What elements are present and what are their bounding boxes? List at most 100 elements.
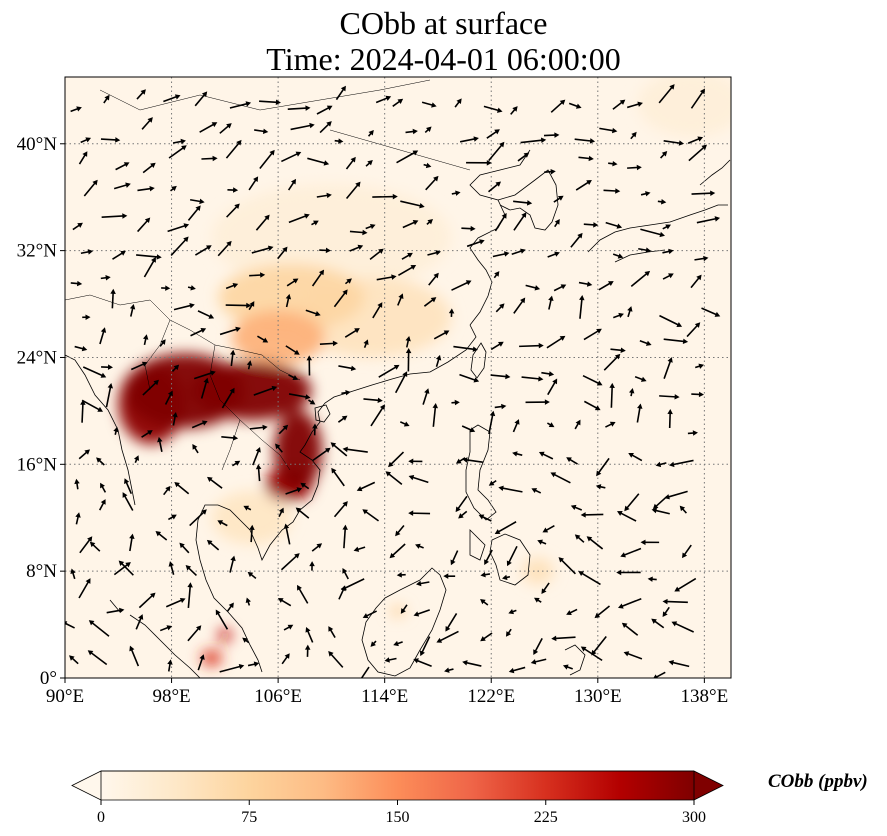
concentration-patch	[218, 628, 232, 642]
wind-arrow	[531, 488, 542, 494]
wind-arrow	[401, 252, 413, 260]
wind-arrow	[80, 137, 92, 144]
wind-arrow	[69, 655, 79, 665]
wind-arrow	[663, 338, 689, 345]
wind-arrow	[419, 636, 431, 657]
wind-arrow	[578, 155, 594, 162]
wind-arrow	[100, 275, 111, 281]
wind-arrow	[159, 625, 173, 632]
coastline-philippines-south	[469, 529, 531, 586]
wind-arrow	[142, 379, 159, 396]
wind-arrow	[647, 576, 657, 582]
wind-arrow	[586, 536, 604, 550]
wind-arrow	[249, 424, 268, 431]
wind-arrow	[172, 138, 186, 145]
wind-arrow	[330, 442, 348, 457]
wind-arrow	[513, 297, 526, 314]
wind-arrow	[701, 307, 721, 317]
wind-arrow	[288, 374, 299, 380]
wind-arrow	[451, 399, 460, 406]
wind-arrow	[659, 394, 680, 400]
wind-arrow	[163, 94, 181, 103]
wind-arrow	[331, 467, 345, 487]
wind-arrow	[215, 609, 229, 630]
colorbar-extend-high	[693, 770, 724, 801]
wind-arrow	[155, 531, 168, 541]
wind-arrow	[96, 457, 105, 466]
wind-arrow	[618, 597, 642, 609]
wind-arrow	[136, 254, 162, 260]
wind-arrow	[363, 397, 383, 404]
wind-arrow	[480, 632, 493, 642]
y-tick-label: 32°N	[17, 241, 58, 262]
wind-arrow	[627, 306, 633, 318]
wind-arrow	[242, 637, 250, 644]
wind-arrow	[453, 345, 478, 352]
wind-arrow	[660, 150, 668, 159]
wind-arrow	[337, 415, 348, 423]
wind-arrow	[605, 421, 616, 428]
x-tick-label: 114°E	[361, 686, 408, 707]
wind-arrow	[143, 257, 156, 278]
wind-arrow	[455, 495, 468, 513]
concentration-patch	[200, 649, 223, 666]
wind-arrow	[365, 223, 376, 230]
wind-arrow	[319, 121, 332, 134]
wind-arrow	[578, 281, 593, 287]
wind-arrow	[657, 199, 667, 205]
wind-arrow	[280, 553, 300, 571]
wind-arrow	[285, 345, 300, 355]
wind-arrow	[513, 200, 533, 206]
wind-arrow	[423, 297, 437, 307]
concentration-patch	[274, 410, 323, 492]
wind-arrow	[304, 644, 311, 657]
wind-arrow	[488, 479, 497, 486]
wind-arrow	[686, 322, 701, 338]
wind-arrow	[353, 546, 366, 552]
wind-arrow	[443, 573, 456, 579]
wind-arrow	[520, 137, 547, 144]
wind-arrow	[141, 430, 153, 438]
wind-arrow	[484, 549, 493, 565]
y-tick-label: 24°N	[17, 347, 58, 368]
wind-arrow	[605, 221, 623, 229]
wind-arrow	[72, 222, 83, 231]
wind-arrow	[599, 127, 618, 134]
wind-arrow	[546, 422, 555, 428]
wind-arrow	[690, 88, 706, 109]
wind-arrow	[651, 507, 670, 515]
wind-arrow	[396, 572, 406, 578]
wind-arrow	[115, 162, 130, 171]
wind-arrow	[349, 244, 364, 252]
y-tick-label: 40°N	[17, 134, 58, 155]
wind-arrow	[408, 458, 423, 465]
wind-arrow	[308, 399, 316, 405]
wind-arrow	[226, 602, 234, 612]
wind-arrow	[662, 248, 674, 255]
wind-arrow	[444, 667, 454, 673]
wind-arrow	[595, 484, 606, 490]
wind-arrow	[570, 232, 583, 248]
y-tick-label: 8°N	[26, 561, 57, 582]
wind-vectors	[65, 84, 721, 678]
wind-arrow	[679, 505, 687, 514]
wind-arrow	[105, 383, 114, 408]
wind-arrow	[168, 145, 187, 159]
wind-arrow	[427, 250, 441, 256]
wind-arrow	[370, 404, 385, 427]
wind-arrow	[305, 309, 321, 317]
wind-arrow	[81, 399, 104, 412]
wind-arrow	[283, 624, 294, 631]
wind-arrow	[309, 561, 315, 571]
wind-arrow	[376, 274, 397, 281]
wind-arrow	[612, 99, 626, 110]
wind-arrow	[663, 357, 673, 379]
wind-arrow	[395, 525, 405, 537]
wind-arrow	[190, 198, 205, 205]
wind-arrow	[616, 569, 641, 576]
wind-arrow	[534, 597, 542, 603]
wind-arrow	[405, 128, 418, 135]
wind-arrow	[548, 295, 554, 310]
wind-arrow	[578, 571, 601, 586]
wind-arrow	[432, 403, 439, 427]
